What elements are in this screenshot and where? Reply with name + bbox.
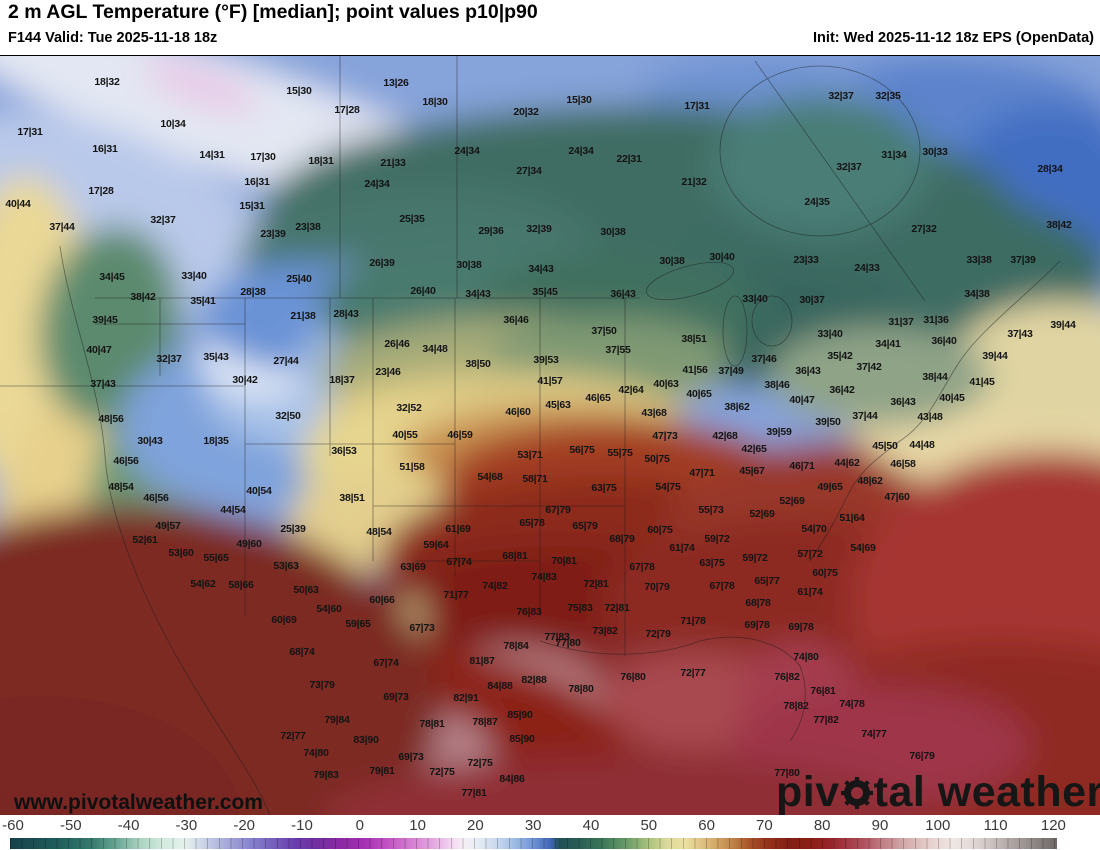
- colorbar-gradient: [10, 838, 1057, 849]
- gear-icon: [840, 776, 873, 809]
- website-watermark: www.pivotalweather.com: [14, 791, 263, 814]
- colorbar-tick: 30: [524, 817, 542, 834]
- colorbar-tick: 0: [355, 817, 364, 834]
- colorbar-tick: -50: [59, 817, 82, 834]
- colorbar-tick: 80: [813, 817, 831, 834]
- colorbar-tick: 10: [409, 817, 426, 834]
- colorbar: -60 -50 -40 -30 -20 -10 0 10 20 30 40 50 60 70 80 90 100…: [0, 815, 1100, 850]
- colorbar-tick: 70: [756, 817, 773, 834]
- colorbar-tick: -60: [2, 817, 24, 834]
- temperature-map: www.pivotalweather.com piv tal weather: [0, 55, 1100, 817]
- colorbar-tick: 120: [1040, 817, 1066, 834]
- logo-text-right: tal weather: [873, 768, 1100, 816]
- model-init-time: Init: Wed 2025-11-12 18z EPS (OpenData): [813, 30, 1094, 46]
- temperature-shading: [0, 56, 1100, 816]
- page-title: 2 m AGL Temperature (°F) [median]; point…: [8, 1, 538, 23]
- colorbar-tick: 20: [467, 817, 484, 834]
- forecast-valid-time: F144 Valid: Tue 2025-11-18 18z: [8, 30, 218, 46]
- colorbar-tick: 50: [640, 817, 658, 834]
- colorbar-tick: 40: [582, 817, 600, 834]
- colorbar-tick: 90: [871, 817, 889, 834]
- colorbar-tick: -30: [175, 817, 198, 834]
- border-lines: [0, 56, 1061, 816]
- logo-text-left: piv: [776, 768, 840, 816]
- colorbar-tick: 110: [983, 817, 1008, 834]
- pivotal-weather-logo: piv tal weather: [776, 768, 1100, 816]
- colorbar-tick: 60: [698, 817, 715, 834]
- colorbar-tick: -20: [233, 817, 256, 834]
- temperature-field: [0, 56, 1100, 816]
- colorbar-tick: -10: [291, 817, 313, 834]
- header: 2 m AGL Temperature (°F) [median]; point…: [0, 0, 1100, 55]
- colorbar-tick: 100: [925, 817, 951, 834]
- colorbar-tick: -40: [117, 817, 140, 834]
- colorbar-cell-lines: [10, 838, 1057, 849]
